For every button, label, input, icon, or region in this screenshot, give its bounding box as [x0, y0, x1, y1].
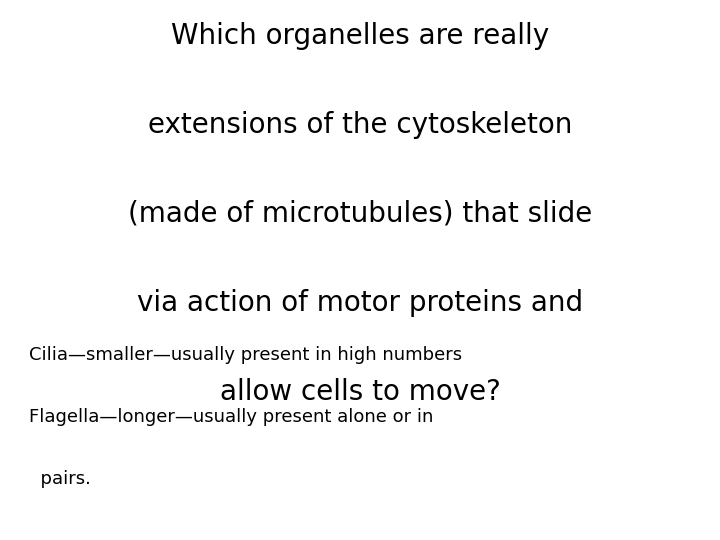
Text: Which organelles are really: Which organelles are really: [171, 22, 549, 50]
Text: (made of microtubules) that slide: (made of microtubules) that slide: [128, 200, 592, 228]
Text: via action of motor proteins and: via action of motor proteins and: [137, 289, 583, 317]
Text: Cilia—smaller—usually present in high numbers: Cilia—smaller—usually present in high nu…: [29, 346, 462, 363]
Text: Flagella—longer—usually present alone or in: Flagella—longer—usually present alone or…: [29, 408, 433, 426]
Text: allow cells to move?: allow cells to move?: [220, 378, 500, 406]
Text: pairs.: pairs.: [29, 470, 91, 488]
Text: extensions of the cytoskeleton: extensions of the cytoskeleton: [148, 111, 572, 139]
